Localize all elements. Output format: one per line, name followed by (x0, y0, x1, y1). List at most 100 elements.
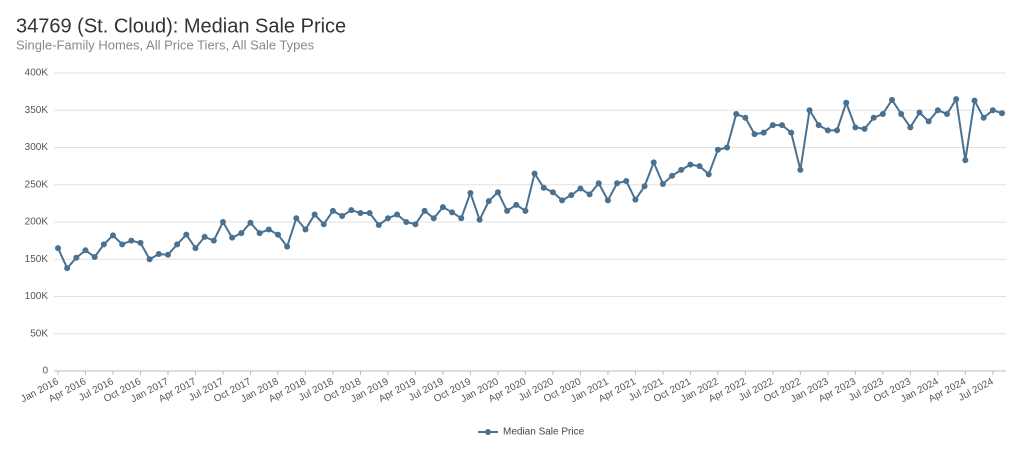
point (989, 107, 996, 114)
point (678, 166, 685, 173)
point (595, 180, 602, 187)
point (779, 122, 786, 129)
point (531, 170, 538, 177)
legend-label: Median Sale Price (503, 427, 585, 438)
point (705, 171, 712, 178)
chart-subtitle: Single-Family Homes, All Price Tiers, Al… (16, 37, 315, 52)
point (229, 234, 236, 241)
point (513, 201, 520, 208)
point (339, 213, 346, 220)
point (815, 122, 822, 129)
point (971, 97, 978, 104)
point (256, 230, 263, 237)
point (458, 215, 465, 222)
y-tick-label: 50K (30, 328, 48, 339)
point (623, 178, 630, 185)
point (146, 256, 153, 263)
point (568, 192, 575, 199)
point (348, 207, 355, 214)
point (485, 198, 492, 205)
point (394, 211, 401, 218)
point (540, 184, 547, 191)
point (421, 207, 428, 214)
point (494, 189, 501, 196)
y-tick-label: 250K (25, 179, 49, 190)
point (788, 129, 795, 136)
point (650, 159, 657, 166)
point (265, 226, 272, 233)
point (916, 109, 923, 116)
point (522, 207, 529, 214)
point (329, 207, 336, 214)
point (375, 221, 382, 228)
point (476, 216, 483, 223)
point (733, 110, 740, 117)
point (879, 110, 886, 117)
point (852, 124, 859, 131)
point (769, 122, 776, 129)
y-tick-label: 100K (25, 291, 49, 302)
point (439, 204, 446, 211)
point (604, 197, 611, 204)
point (137, 239, 144, 246)
point (907, 124, 914, 131)
point (824, 127, 831, 134)
point (238, 230, 245, 237)
point (73, 254, 80, 261)
point (357, 210, 364, 217)
point (155, 251, 162, 258)
point (128, 237, 135, 244)
point (366, 210, 373, 217)
point (806, 107, 813, 114)
point (577, 185, 584, 192)
point (100, 241, 107, 248)
point (687, 161, 694, 168)
point (696, 163, 703, 170)
point (504, 207, 511, 214)
point (91, 254, 98, 261)
point (174, 241, 181, 248)
point (925, 118, 932, 125)
point (284, 243, 291, 250)
point (659, 181, 666, 188)
point (164, 251, 171, 258)
point (797, 166, 804, 173)
point (843, 99, 850, 106)
point (192, 245, 199, 252)
point (183, 231, 190, 238)
point (403, 219, 410, 225)
point (55, 245, 61, 252)
point (219, 219, 226, 225)
point (64, 265, 71, 272)
y-tick-label: 300K (25, 142, 49, 153)
point (467, 189, 474, 196)
point (641, 183, 648, 190)
point (953, 96, 960, 103)
point (412, 221, 419, 228)
y-tick-label: 200K (25, 217, 49, 228)
point (586, 191, 593, 198)
point (549, 189, 556, 196)
point (82, 247, 89, 254)
point (384, 215, 391, 222)
point (861, 125, 868, 132)
y-tick-label: 350K (25, 105, 49, 116)
point (669, 172, 676, 179)
point (870, 114, 877, 121)
point (889, 96, 896, 103)
point (210, 237, 217, 244)
point (962, 157, 969, 164)
y-tick-label: 0 (42, 366, 48, 377)
point (430, 215, 437, 222)
point (302, 226, 309, 233)
point (742, 114, 749, 121)
point (559, 197, 566, 204)
series-line (57, 96, 1003, 271)
point (293, 215, 300, 222)
point (320, 221, 327, 228)
point (980, 114, 987, 121)
point (724, 144, 731, 151)
point (201, 233, 208, 240)
point (834, 127, 841, 134)
